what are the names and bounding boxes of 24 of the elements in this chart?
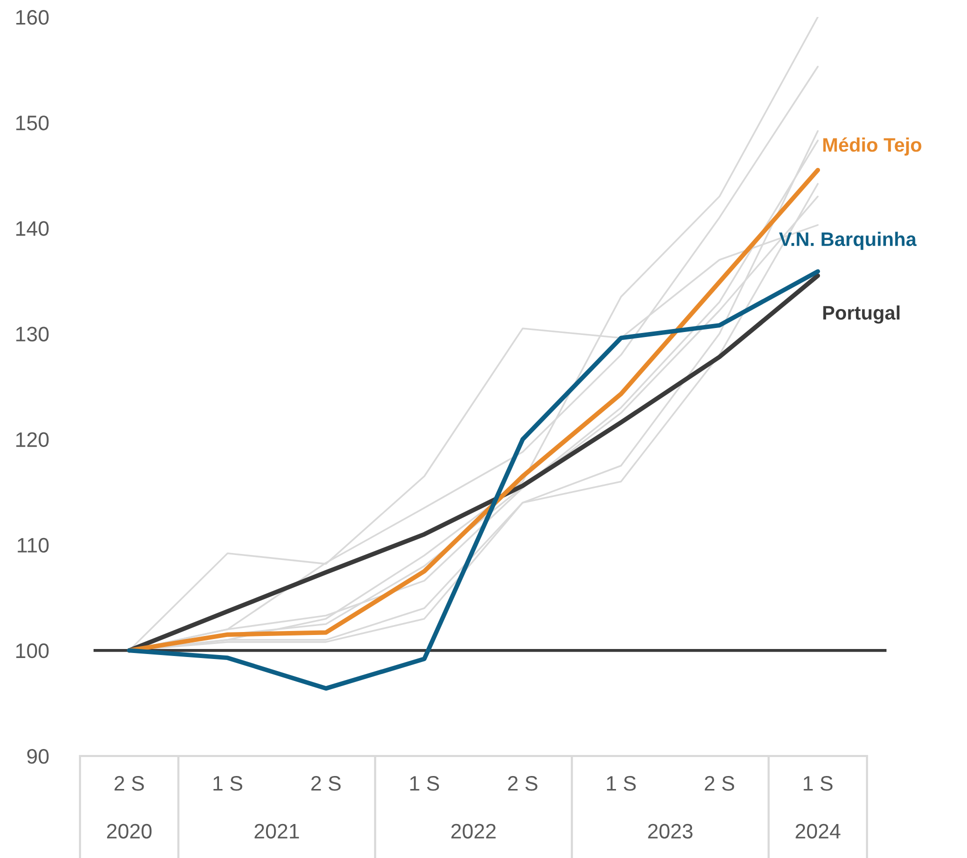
x-tick-label: 2 S <box>311 776 341 791</box>
series-label: V.N. Barquinha <box>779 232 917 250</box>
y-tick-label: 120 <box>16 432 49 448</box>
text: 2023 <box>648 824 693 839</box>
x-tick-label: 1 S <box>607 776 636 791</box>
series-label: Portugal <box>823 305 900 324</box>
text: 2024 <box>796 824 840 839</box>
y-tick-label: 150 <box>16 116 49 130</box>
y-tick-label: 140 <box>16 221 49 236</box>
x-tick-label: 1 S <box>804 776 832 791</box>
text: 2020 <box>107 824 152 839</box>
y-tick-label: 100 <box>16 643 49 658</box>
y-tick-label: 110 <box>18 538 49 553</box>
x-tick-label: 2 S <box>114 776 144 791</box>
text: 2021 <box>254 824 299 839</box>
y-tick-label: 130 <box>16 326 49 342</box>
x-tick-label: 1 S <box>214 776 242 791</box>
x-tick-label: 2 S <box>704 776 734 791</box>
y-tick-label: 160 <box>16 10 49 25</box>
y-tick-label: 90 <box>27 749 49 764</box>
series-label: Médio Tejo <box>823 137 922 156</box>
text: 2022 <box>451 824 496 839</box>
x-tick-label: 1 S <box>410 776 439 791</box>
x-tick-label: 2 S <box>508 776 538 791</box>
